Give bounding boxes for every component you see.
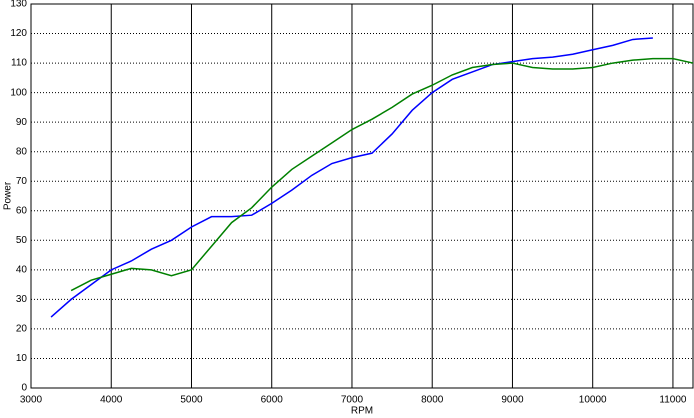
y-tick-label: 40	[16, 264, 28, 275]
y-tick-label: 110	[11, 58, 27, 69]
x-tick-label: 9000	[501, 395, 524, 406]
plot-area	[30, 3, 694, 389]
y-tick-label: 100	[10, 87, 27, 98]
y-tick-label: 20	[16, 324, 28, 335]
x-tick-label: 10000	[579, 395, 607, 406]
data-line	[50, 37, 653, 318]
x-tick-label: 8000	[421, 395, 444, 406]
y-tick-label: 80	[16, 146, 28, 157]
y-axis-label: Power	[3, 181, 14, 210]
x-tick-label: 5000	[180, 395, 203, 406]
y-tick-label: 70	[16, 176, 28, 187]
y-tick-label: 130	[10, 0, 27, 10]
x-tick-label: 3000	[20, 395, 43, 406]
data-line	[70, 57, 694, 292]
y-tick-label: 30	[16, 294, 28, 305]
y-tick-label: 120	[10, 28, 27, 39]
x-axis-label: RPM	[351, 406, 373, 417]
y-tick-label: 0	[21, 383, 27, 394]
y-tick-label: 60	[16, 205, 28, 216]
x-tick-label: 6000	[261, 395, 284, 406]
x-tick-label: 7000	[341, 395, 364, 406]
y-tick-label: 90	[16, 117, 28, 128]
y-tick-label: 50	[16, 235, 28, 246]
y-tick-label: 10	[16, 353, 28, 364]
x-tick-label: 11000	[659, 395, 687, 406]
x-tick-label: 4000	[100, 395, 123, 406]
